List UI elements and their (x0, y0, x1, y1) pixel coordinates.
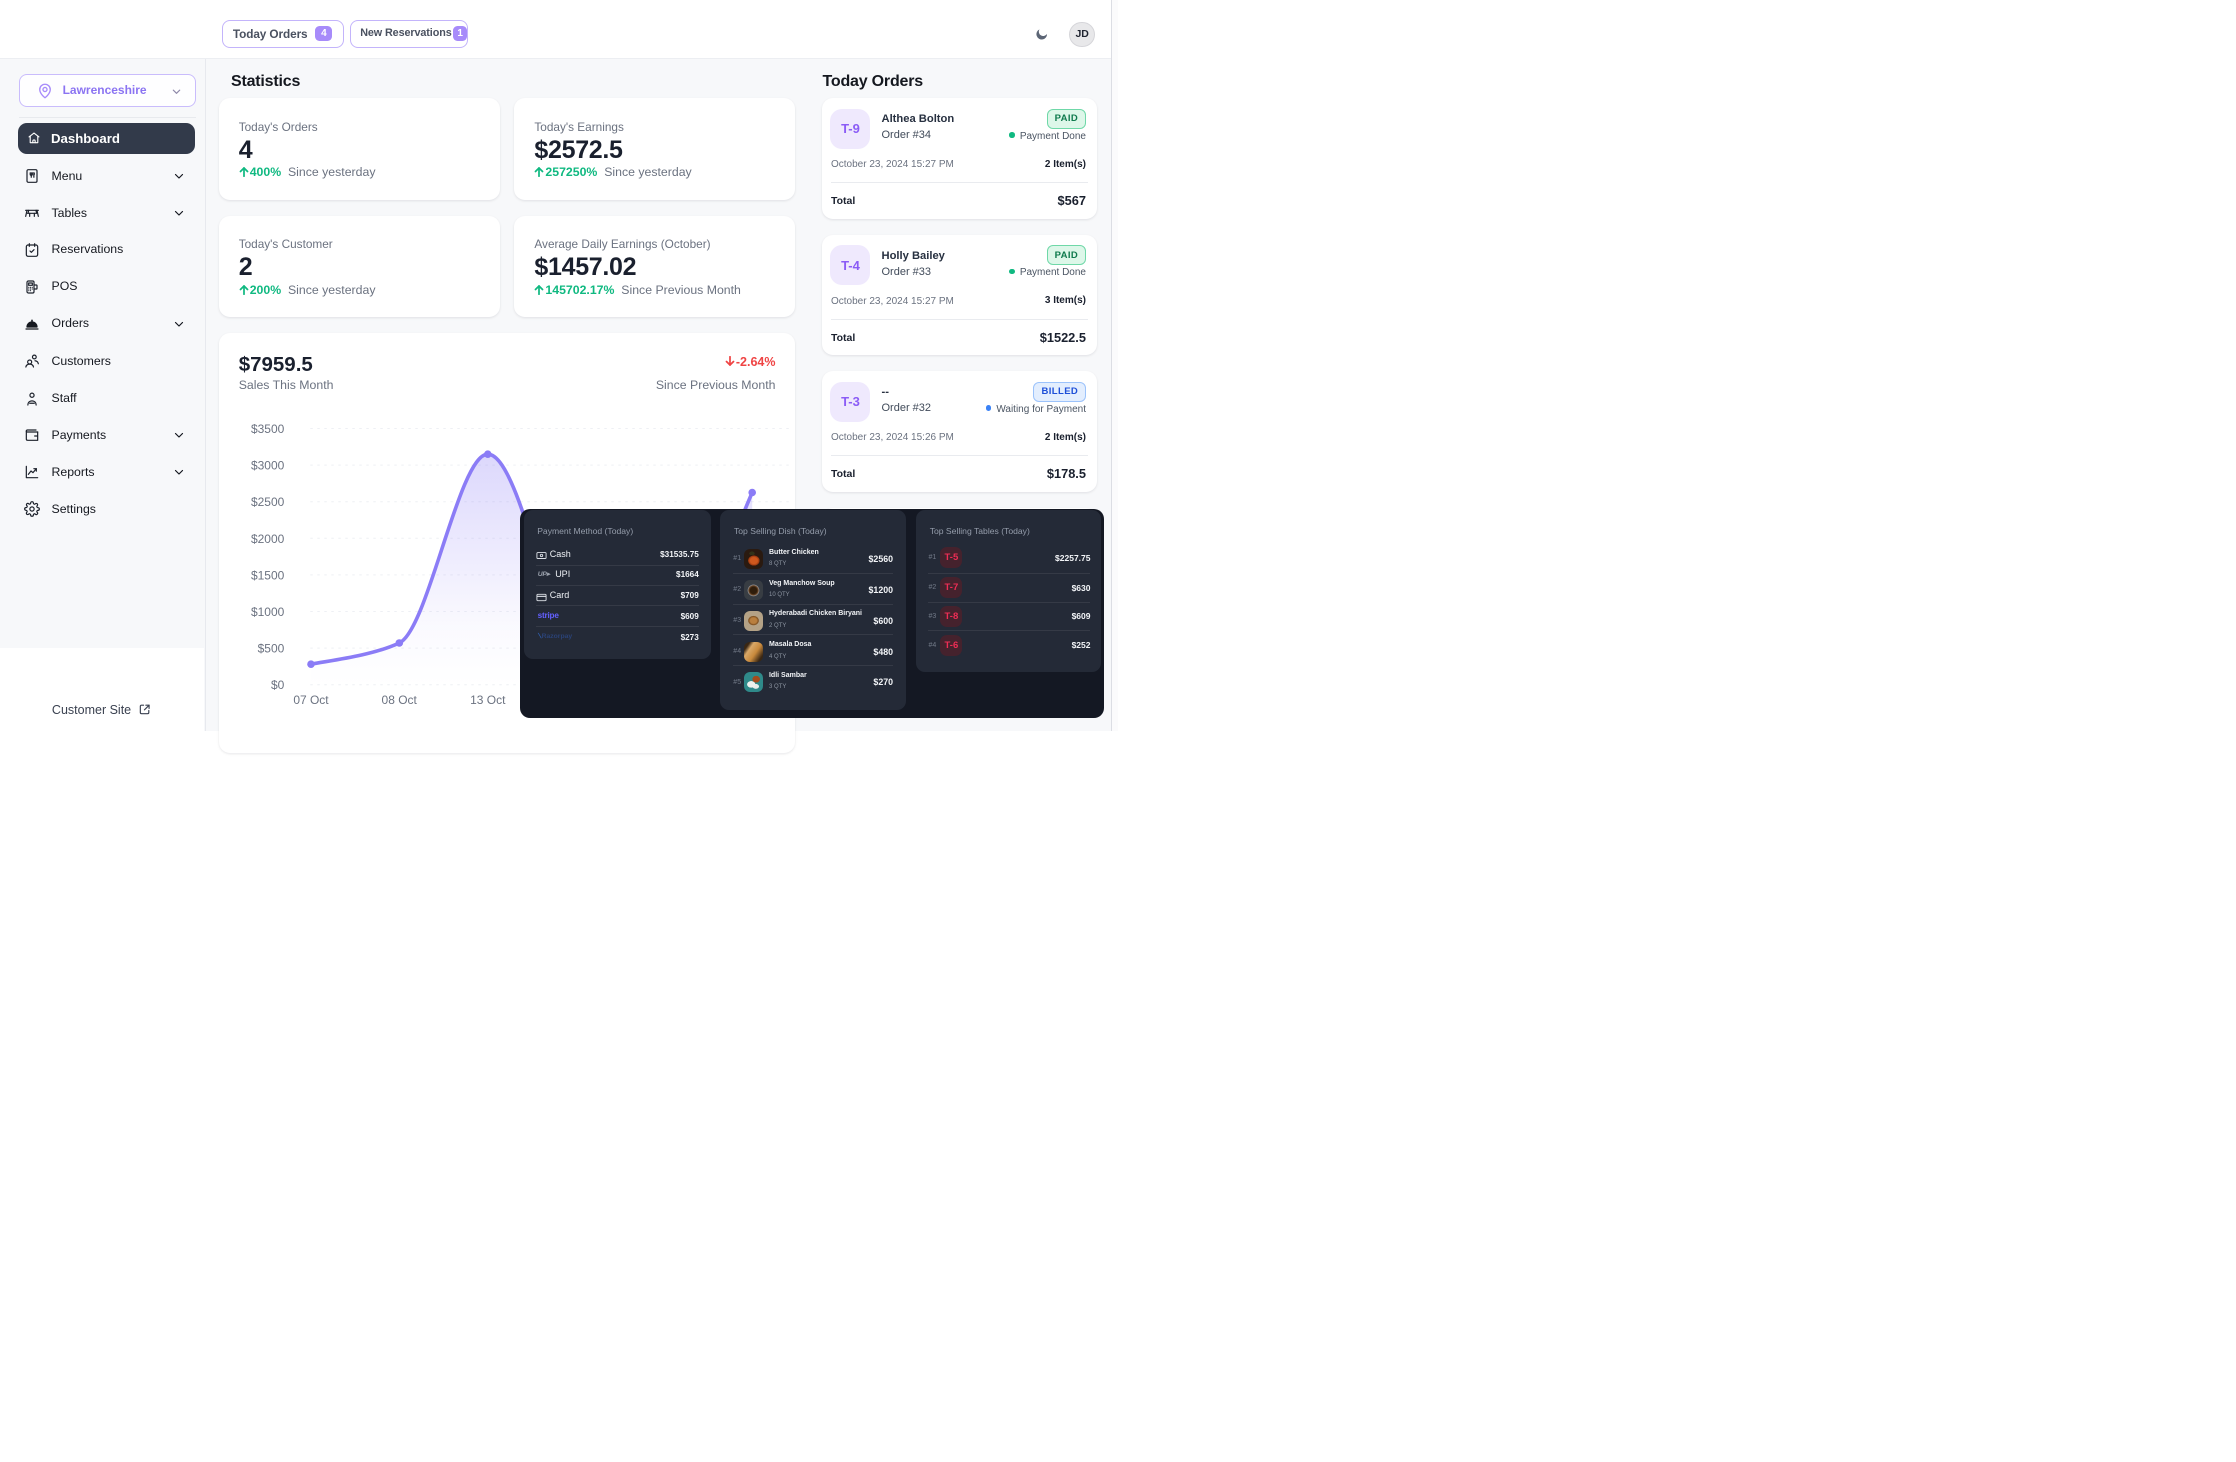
svg-text:07 Oct: 07 Oct (293, 692, 329, 706)
svg-text:08 Oct: 08 Oct (381, 692, 417, 706)
svg-text:$0: $0 (271, 678, 285, 692)
svg-text:$2500: $2500 (251, 495, 285, 509)
svg-text:13 Oct: 13 Oct (470, 692, 506, 706)
svg-text:$1500: $1500 (251, 568, 285, 582)
svg-text:$3000: $3000 (251, 458, 285, 472)
svg-text:$1000: $1000 (251, 604, 285, 618)
svg-text:$2000: $2000 (251, 531, 285, 545)
svg-text:$500: $500 (257, 641, 284, 655)
svg-text:$3500: $3500 (251, 422, 285, 436)
